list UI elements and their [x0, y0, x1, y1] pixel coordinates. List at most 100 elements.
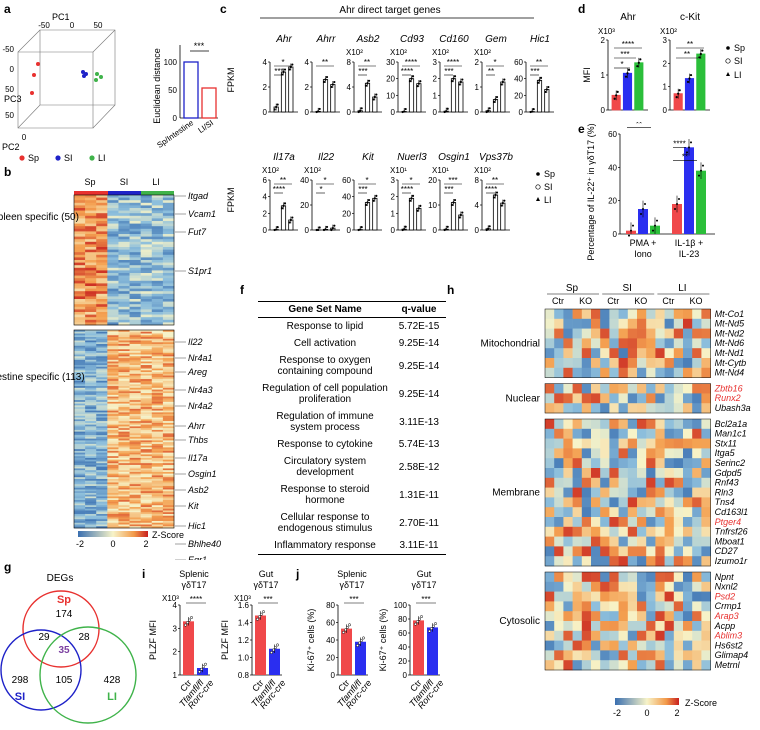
heatmap-cell	[140, 419, 153, 422]
heatmap-cell	[85, 265, 97, 269]
heatmap-cell	[85, 389, 97, 392]
heatmap-cell	[118, 454, 130, 457]
tissue-label: Sp	[566, 283, 579, 294]
heatmap-cell	[118, 389, 130, 392]
heatmap-cell	[664, 448, 675, 459]
heatmap-cell	[85, 438, 97, 441]
heatmap-cell	[118, 426, 130, 429]
heatmap-cell	[107, 265, 119, 269]
heatmap-cell	[96, 510, 108, 513]
heatmap-cell	[129, 273, 141, 276]
heatmap-cell	[162, 342, 175, 345]
data-point	[700, 169, 702, 172]
heatmap-cell	[118, 195, 130, 198]
heatmap-cell	[554, 458, 564, 469]
heatmap-cell	[129, 466, 141, 469]
heatmap-cell	[74, 218, 86, 222]
heatmap-cell	[563, 572, 573, 583]
heatmap-cell	[692, 591, 702, 602]
heatmap-cell	[129, 464, 141, 467]
gene-title: Gem	[485, 34, 507, 45]
heatmap-cell	[609, 448, 619, 459]
heatmap-cell	[572, 650, 583, 661]
sig-label: ***	[421, 595, 430, 604]
heatmap-cell	[627, 393, 638, 404]
heatmap-cell	[107, 466, 119, 469]
heatmap-cell	[151, 291, 164, 295]
heatmap-cell	[85, 333, 97, 336]
heatmap-cell	[96, 478, 108, 481]
heatmap-cell	[118, 322, 130, 326]
heatmap-cell	[572, 458, 583, 469]
heatmap-cell	[85, 478, 97, 481]
heatmap-cell	[140, 380, 153, 383]
heatmap-cell	[609, 556, 619, 567]
heatmap-cell	[692, 601, 702, 612]
heatmap-cell	[118, 239, 130, 243]
heatmap-cell	[646, 403, 656, 414]
heatmap-cell	[618, 497, 629, 508]
heatmap-cell	[96, 379, 108, 382]
heatmap-cell	[683, 458, 693, 469]
heatmap-cell	[96, 387, 108, 390]
heatmap-cell	[151, 412, 164, 415]
heatmap-cell	[85, 415, 97, 418]
heatmap-cell	[140, 373, 153, 376]
heatmap-cell	[591, 393, 601, 404]
heatmap-cell	[600, 358, 610, 369]
heatmap-cell	[646, 630, 656, 641]
heatmap-cell	[554, 601, 564, 612]
heatmap-cell	[162, 202, 175, 206]
heatmap-cell	[129, 197, 141, 201]
pc1-tick: -50	[38, 21, 50, 30]
heatmap-cell	[140, 436, 153, 439]
heatmap-cell	[609, 309, 619, 320]
heatmap-cell	[151, 454, 164, 457]
heatmap-cell	[96, 443, 108, 446]
gene-title: Osgin1	[438, 152, 470, 163]
heatmap-cell	[118, 450, 130, 453]
heatmap-cell	[96, 317, 108, 321]
heatmap-cell	[74, 505, 86, 508]
heatmap-cell	[563, 468, 573, 479]
heatmap-cell	[581, 367, 592, 378]
heatmap-cell	[151, 457, 164, 460]
data-point	[676, 203, 678, 205]
heatmap-cell	[85, 363, 97, 366]
heatmap-cell	[129, 505, 141, 508]
heatmap-cell	[600, 419, 610, 430]
heatmap-cell	[107, 524, 119, 527]
heatmap-cell	[118, 436, 130, 439]
heatmap-cell	[162, 487, 175, 490]
heatmap-cell	[118, 466, 130, 469]
heatmap-cell	[563, 338, 573, 349]
heatmap-cell	[618, 640, 629, 651]
bar	[450, 78, 457, 113]
heatmap-cell	[74, 519, 86, 522]
heatmap-cell	[162, 340, 175, 343]
euclid-ytick: 0	[173, 114, 178, 123]
heatmap-cell	[646, 458, 656, 469]
heatmap-cell	[140, 244, 153, 248]
heatmap-cell	[140, 278, 153, 282]
heatmap-cell	[96, 333, 108, 336]
heatmap-cell	[591, 487, 601, 498]
heatmap-cell	[118, 501, 130, 504]
heatmap-cell	[129, 312, 141, 315]
heatmap-cell	[140, 492, 153, 496]
data-point	[416, 85, 419, 88]
gene-label: Bhlhe40	[188, 539, 221, 549]
data-point	[410, 197, 413, 200]
data-point	[686, 80, 690, 84]
heatmap-cell	[637, 507, 647, 518]
heatmap-cell	[655, 556, 665, 567]
heatmap-cell	[140, 464, 153, 467]
chart-title: Ahr	[620, 12, 636, 23]
heatmap-cell	[96, 417, 108, 420]
heatmap-cell	[96, 210, 108, 214]
heatmap-cell	[129, 494, 141, 497]
heatmap-cell	[692, 507, 702, 518]
heatmap-cell	[162, 471, 175, 474]
heatmap-cell	[129, 422, 141, 425]
heatmap-cell	[572, 591, 583, 602]
